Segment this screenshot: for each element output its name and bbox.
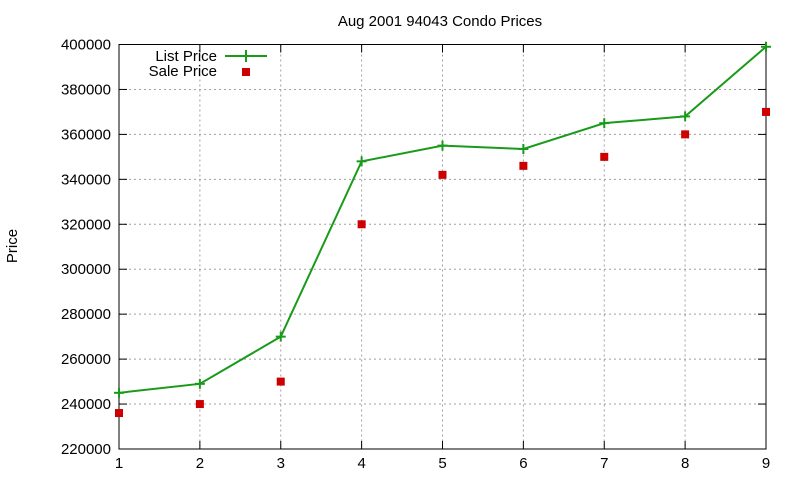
x-tick-label: 7 [600, 455, 608, 472]
y-tick-label: 400000 [61, 37, 111, 54]
y-tick-label: 220000 [61, 441, 111, 458]
y-tick-label: 320000 [61, 216, 111, 233]
list-price-point [599, 118, 610, 129]
legend-label-sale-price: Sale Price [149, 63, 217, 80]
list-price-point [518, 143, 529, 154]
sale-price-point [762, 107, 770, 116]
y-tick-label: 280000 [61, 306, 111, 323]
x-tick-label: 9 [762, 455, 770, 472]
y-tick-label: 360000 [61, 126, 111, 143]
sale-price-point [519, 161, 528, 170]
sale-price-point [438, 170, 447, 179]
y-tick-label: 340000 [61, 171, 111, 188]
legend-label-list-price: List Price [155, 48, 217, 65]
legend: List Price Sale Price [149, 48, 267, 80]
data-series [114, 41, 771, 418]
sale-price-point [681, 130, 690, 139]
x-tick-label: 3 [277, 455, 285, 472]
list-price-point [356, 156, 367, 167]
sale-price-point [276, 377, 285, 386]
y-tick-label: 300000 [61, 261, 111, 278]
list-price-point [680, 111, 691, 122]
x-tick-label: 4 [357, 455, 365, 472]
sale-price-point [600, 152, 609, 161]
legend-marker-list-price [240, 50, 252, 62]
sale-price-point [357, 220, 366, 229]
list-price-point [761, 41, 771, 52]
chart-title: Aug 2001 94043 Condo Prices [338, 13, 542, 30]
list-price-point [114, 387, 124, 398]
y-tick-label: 260000 [61, 351, 111, 368]
list-price-point [437, 140, 448, 151]
axes: 1 2 3 4 5 6 7 8 9 220000 240000 260000 280000 300000 3… [61, 37, 770, 473]
x-tick-label: 6 [519, 455, 527, 472]
x-tick-label: 2 [196, 455, 204, 472]
list-price-point [194, 378, 205, 389]
x-tick-label: 8 [681, 455, 689, 472]
sale-price-point [115, 409, 123, 418]
y-axis-label: Price [4, 229, 21, 263]
y-tick-label: 380000 [61, 81, 111, 98]
y-tick-label: 240000 [61, 396, 111, 413]
x-tick-label: 1 [115, 455, 123, 472]
sale-price-point [195, 400, 204, 409]
x-tick-label: 5 [438, 455, 446, 472]
list-price-point [275, 331, 286, 342]
legend-marker-sale-price [242, 68, 250, 76]
